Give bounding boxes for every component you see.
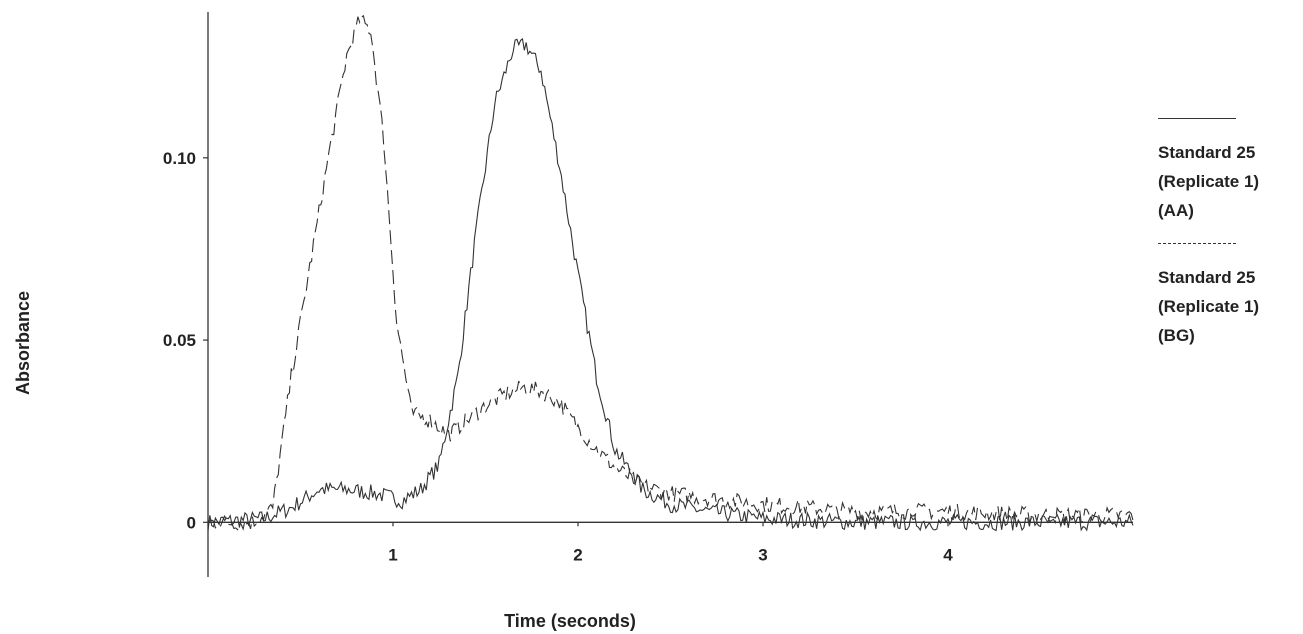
legend-swatch-dashed bbox=[1158, 237, 1236, 249]
y-tick-label: 0.10 bbox=[163, 149, 196, 168]
x-tick-label: 4 bbox=[943, 545, 953, 564]
x-axis-label: Time (seconds) bbox=[504, 611, 636, 631]
legend-label-aa: Standard 25 (Replicate 1) (AA) bbox=[1158, 143, 1260, 220]
series-line-bg bbox=[207, 14, 1134, 531]
y-tick-label: 0.05 bbox=[163, 331, 196, 350]
x-tick-label: 1 bbox=[388, 545, 397, 564]
y-axis-label: Absorbance bbox=[13, 291, 33, 395]
x-tick-label: 2 bbox=[573, 545, 582, 564]
legend-label-bg: Standard 25 (Replicate 1) (BG) bbox=[1158, 268, 1260, 345]
chart-series-layer bbox=[207, 14, 1134, 532]
legend-item-bg: Standard 25 (Replicate 1) (BG) bbox=[1158, 237, 1298, 350]
x-tick-label: 3 bbox=[758, 545, 767, 564]
y-tick-label: 0 bbox=[187, 513, 196, 532]
legend-item-aa: Standard 25 (Replicate 1) (AA) bbox=[1158, 112, 1298, 225]
chart-axes bbox=[207, 12, 1133, 577]
chart-ticks-layer: 1 2 3 4 0 0.05 0.10 bbox=[163, 149, 953, 565]
chart-legend: Standard 25 (Replicate 1) (AA) Standard … bbox=[1158, 112, 1298, 362]
series-line-aa bbox=[207, 38, 1134, 532]
legend-swatch-solid bbox=[1158, 112, 1236, 124]
